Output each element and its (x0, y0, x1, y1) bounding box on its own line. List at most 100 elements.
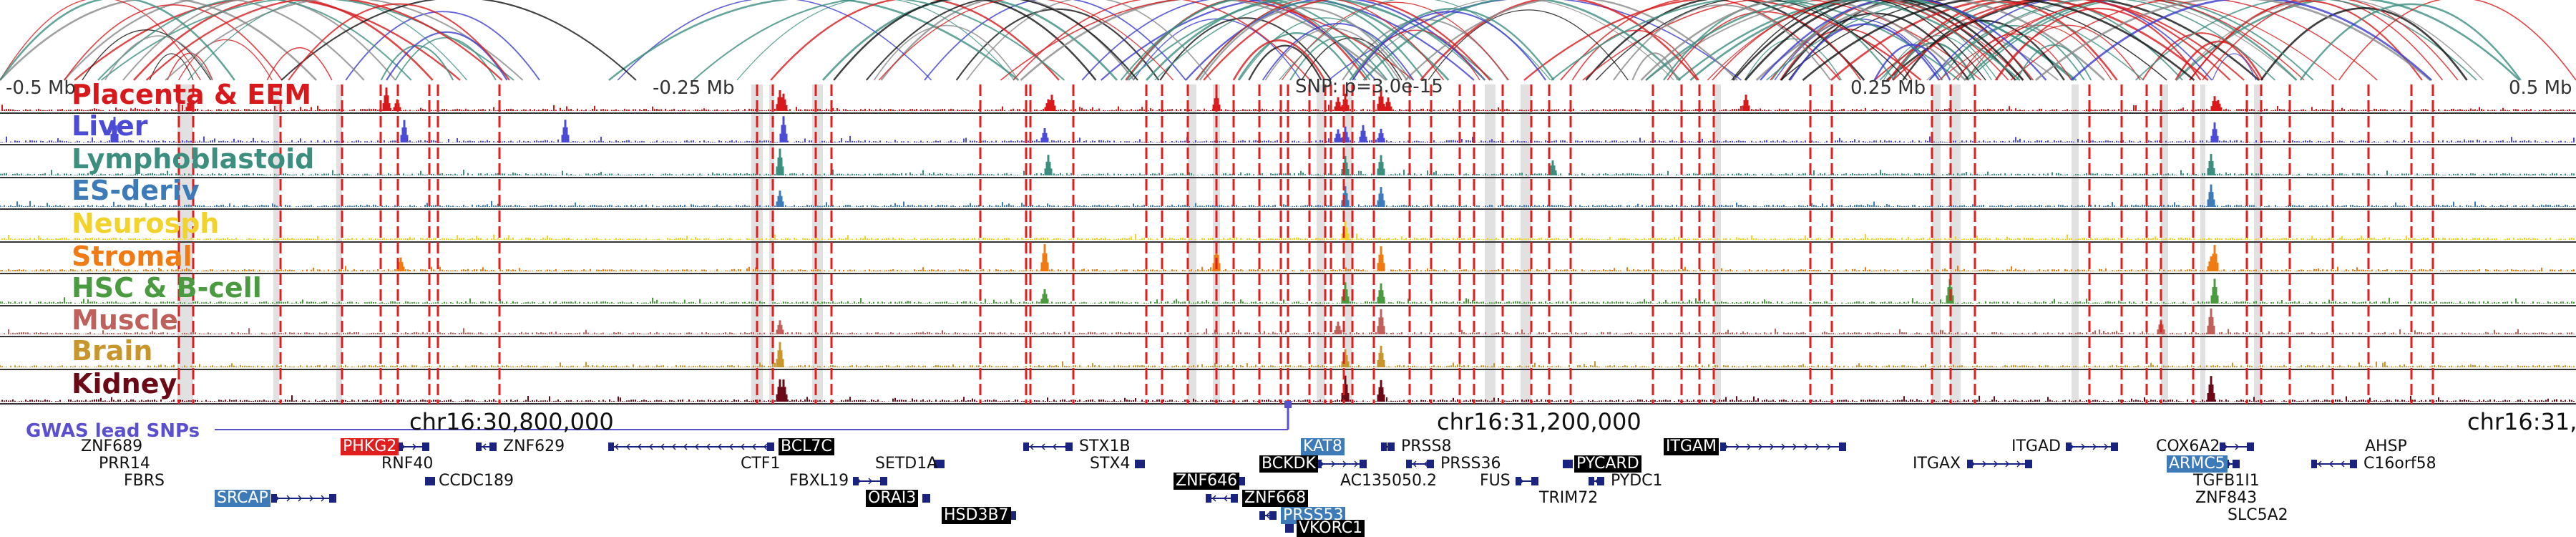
interaction-arc (2175, 0, 2484, 81)
gene-label-znf668: ZNF668 (1242, 490, 1309, 507)
gene-glyph (397, 442, 429, 451)
gwas-snp-marker (1284, 401, 1292, 408)
highlight-band (812, 84, 823, 404)
interaction-arc (1707, 0, 2024, 81)
interaction-arc (1731, 0, 1986, 81)
highlight-band (1521, 84, 1531, 404)
gene-glyph (1381, 442, 1395, 451)
interaction-arc (2010, 0, 2378, 81)
gene-annotation-track (215, 401, 2357, 533)
interaction-arc (100, 0, 514, 81)
gene-glyph (934, 460, 945, 468)
signal-track (0, 87, 2575, 111)
gene-label-prss36: PRSS36 (1440, 455, 1501, 473)
highlight-band (1485, 84, 1496, 404)
interaction-arc (1571, 29, 1699, 81)
interaction-arc (878, 0, 1174, 81)
gene-label-phkg2: PHKG2 (341, 438, 399, 455)
interaction-arcs (0, 0, 2576, 82)
track-label-kidney: Kidney (72, 368, 177, 400)
interaction-arc (1000, 0, 1415, 81)
track-label-hsc-b-cell: HSC & B-cell (72, 272, 262, 304)
interaction-arc (1020, 0, 1387, 81)
interaction-arc (1952, 0, 2305, 81)
interaction-arc (1013, 0, 1311, 81)
interaction-arc (1967, 0, 2314, 81)
track-label-neurosph: Neurosph (72, 208, 220, 239)
highlight-bands (177, 84, 2261, 404)
interaction-arc (1195, 0, 1445, 81)
interaction-arc (2212, 53, 2257, 81)
interaction-arc (1523, 0, 1922, 81)
gene-glyph (425, 477, 435, 485)
interaction-arc (693, 0, 1065, 81)
gene-glyph (1516, 477, 1538, 485)
interaction-arc (1100, 0, 1475, 81)
gene-glyph (271, 494, 336, 503)
axis-label-right: 0.5 Mb (2509, 77, 2572, 99)
interaction-arc (1239, 17, 1411, 81)
interaction-arc (122, 0, 396, 81)
interaction-arc (1892, 0, 2231, 81)
interaction-arc (1667, 11, 1862, 81)
gene-glyph (922, 494, 930, 503)
gene-glyph (1967, 460, 2032, 468)
highlight-band (2254, 84, 2261, 404)
interaction-arc (1146, 0, 1450, 81)
gene-label-prss8: PRSS8 (1401, 437, 1452, 455)
interaction-arc (1940, 24, 2085, 81)
interaction-arc (1262, 23, 1415, 81)
highlight-band (1714, 84, 1721, 404)
gene-glyph (1238, 477, 1245, 485)
highlight-band (2200, 84, 2205, 404)
interaction-arc (1957, 33, 2072, 81)
interaction-arc (821, 0, 1118, 81)
coordinate-label-2: chr16:31,200,000 (1437, 408, 1641, 435)
gene-glyph (1720, 442, 1846, 451)
gene-label-fus: FUS (1480, 472, 1511, 490)
interaction-arc (1771, 1, 1999, 81)
track-label-lymphoblastoid: Lymphoblastoid (72, 143, 315, 175)
interaction-arc (1405, 0, 1738, 81)
gene-glyph (2311, 460, 2357, 468)
gene-label-pydc1: PYDC1 (1611, 472, 1663, 490)
gene-label-kat8: KAT8 (1301, 438, 1345, 455)
interaction-arc (1966, 24, 2112, 81)
interaction-arc (865, 0, 1138, 81)
interaction-arc (266, 47, 333, 81)
interaction-arc (1349, 0, 1674, 81)
interaction-arc (145, 0, 503, 81)
interaction-arc (2338, 0, 2576, 81)
interaction-arc (1789, 23, 1941, 81)
interaction-arc (1631, 52, 1679, 81)
interaction-arc (833, 0, 1097, 81)
interaction-arc (770, 0, 1060, 81)
interaction-arc (1770, 0, 2034, 81)
interaction-arc (1677, 0, 2077, 81)
interaction-arc (1585, 0, 1865, 81)
interaction-arc (2299, 3, 2522, 81)
gene-label-pycard: PYCARD (1574, 455, 1641, 473)
interaction-arc (167, 52, 213, 81)
track-label-placenta-eem: Placenta & EEM (72, 79, 312, 110)
gene-label-armc5: ARMC5 (2167, 455, 2228, 473)
interaction-arc (1640, 0, 1966, 81)
interaction-arc (64, 4, 283, 81)
gene-glyph (476, 442, 497, 451)
interaction-arc (2260, 7, 2468, 81)
track-label-muscle: Muscle (72, 304, 178, 336)
interaction-arc (1830, 0, 2209, 82)
interaction-arc (1232, 39, 1326, 81)
interaction-arc (1560, 0, 1841, 81)
gene-label-orai3: ORAI3 (866, 490, 919, 507)
interaction-arc (873, 24, 1019, 81)
gene-glyph (1589, 477, 1604, 485)
highlight-band (2161, 84, 2168, 404)
interaction-arc (736, 0, 1015, 81)
gene-label-bcl7c: BCL7C (779, 438, 834, 455)
interaction-arc (617, 0, 932, 81)
interaction-arc (187, 0, 468, 81)
gene-label-bckdk: BCKDK (1259, 455, 1318, 473)
axis-label-mid-right: 0.25 Mb (1850, 77, 1926, 99)
